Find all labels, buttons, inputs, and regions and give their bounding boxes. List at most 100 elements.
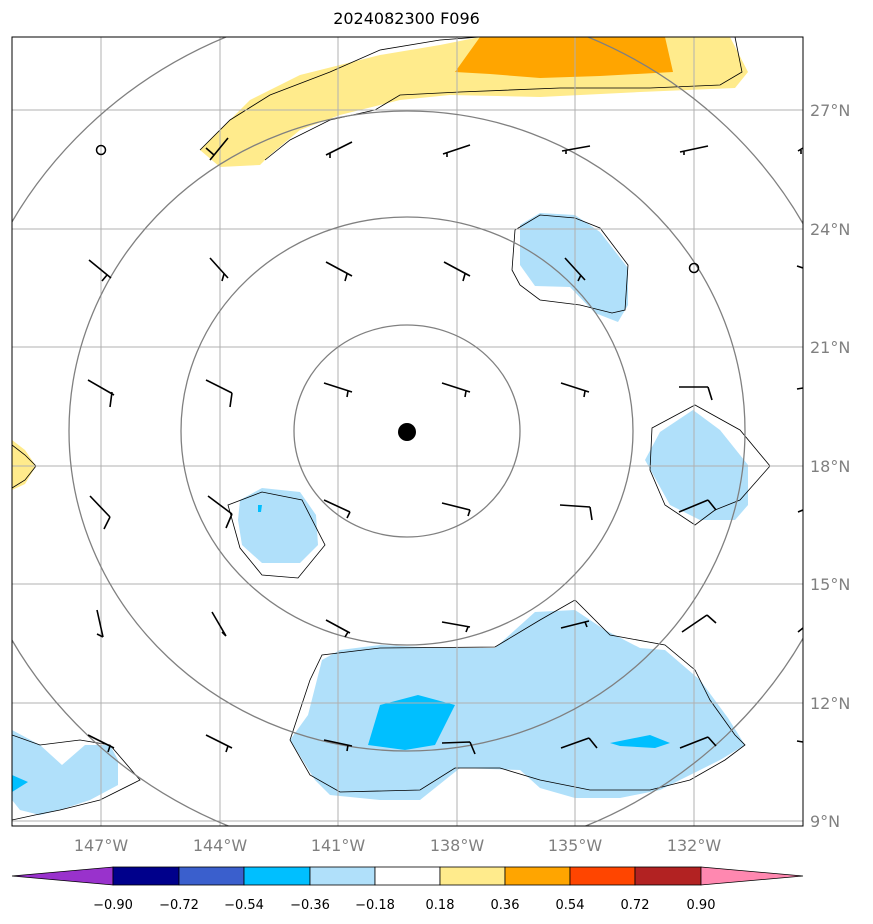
wind-barb — [679, 145, 709, 155]
plot-frame — [11, 36, 804, 827]
lat-label-21n: 21°N — [810, 338, 850, 357]
colorbar-segment — [309, 866, 376, 886]
graticule — [12, 37, 803, 826]
lat-label-9n: 9°N — [810, 812, 840, 831]
colorbar-segment — [112, 866, 180, 886]
contour-north — [199, 37, 743, 161]
wind-barb — [796, 265, 803, 269]
colorbar-segment — [504, 866, 571, 886]
wind-barb — [681, 614, 717, 633]
colorbar-tick: 0.18 — [426, 898, 455, 913]
colorbar-tick: −0.18 — [355, 898, 395, 913]
colorbar-tick: −0.54 — [224, 898, 264, 913]
contour-northeast — [511, 214, 629, 314]
wind-barbs — [87, 137, 803, 755]
colorbar-tick: 0.90 — [687, 898, 716, 913]
wind-barb — [797, 627, 803, 633]
wind-barb — [560, 737, 598, 749]
colorbar-extend-low — [11, 866, 114, 886]
wind-barb — [679, 736, 717, 749]
wind-barb — [87, 734, 115, 753]
negative-blob-southwest — [12, 730, 118, 815]
colorbar-segment — [569, 866, 636, 886]
negative-core-west — [258, 505, 262, 512]
colorbar-segment — [634, 866, 702, 886]
negative-core-southeast — [610, 735, 670, 748]
range-rings — [12, 37, 803, 826]
wind-barb — [441, 502, 471, 517]
colorbar-tick: −0.72 — [159, 898, 199, 913]
positive-west-edge — [12, 440, 36, 490]
calm-wind-marker — [688, 262, 700, 274]
wind-barb — [564, 257, 586, 282]
wind-barb — [796, 740, 803, 743]
colorbar-tick-labels: −0.90 −0.72 −0.54 −0.36 −0.18 0.18 0.36 … — [93, 898, 715, 913]
lon-label-141w: 141°W — [311, 836, 366, 855]
colorbar-segment — [178, 866, 245, 886]
range-ring-1 — [293, 324, 521, 538]
wind-barb — [441, 382, 471, 398]
wind-barb — [323, 382, 353, 398]
positive-core-north — [455, 37, 673, 78]
wind-barb — [325, 619, 351, 638]
wind-barb — [87, 379, 115, 408]
map-plot-area — [12, 37, 803, 826]
shading-positive — [12, 37, 748, 490]
colorbar-segment — [439, 866, 506, 886]
contour-southwest — [12, 734, 141, 821]
lat-label-15n: 15°N — [810, 575, 850, 594]
colorbar-tick: 0.36 — [491, 898, 520, 913]
wind-barb — [560, 620, 590, 629]
lat-label-24n: 24°N — [810, 220, 850, 239]
range-ring-3 — [68, 110, 746, 752]
wind-barb — [323, 499, 351, 519]
wind-barb — [443, 261, 471, 282]
colorbar-extend-high — [700, 866, 804, 886]
chart-title: 2024082300 F096 — [333, 9, 480, 28]
contour-east — [649, 404, 771, 526]
colorbar-tick: −0.36 — [290, 898, 330, 913]
wind-barb — [797, 147, 803, 154]
wind-barb — [442, 144, 471, 157]
wind-barb — [796, 387, 803, 390]
range-ring-2 — [180, 216, 634, 646]
wind-barb — [325, 141, 353, 158]
wind-barb — [441, 741, 476, 755]
lon-label-132w: 132°W — [667, 836, 722, 855]
colorbar-tick: 0.72 — [621, 898, 650, 913]
wind-barb — [89, 495, 111, 530]
calm-wind-marker — [95, 144, 107, 156]
longitude-labels: 147°W 144°W 141°W 138°W 135°W 132°W — [74, 836, 722, 855]
contour-west — [227, 491, 326, 579]
storm-center-marker — [398, 423, 416, 441]
contour-lines — [12, 37, 771, 821]
wind-barb — [441, 621, 471, 633]
negative-blob-west — [238, 488, 318, 563]
wind-barb — [797, 509, 803, 513]
wind-barb — [88, 259, 112, 282]
wind-barb — [211, 611, 227, 637]
lat-label-12n: 12°N — [810, 694, 850, 713]
wind-barb — [209, 257, 229, 282]
negative-blob-east — [645, 410, 748, 520]
wind-barb — [561, 145, 591, 154]
wind-barb — [205, 734, 233, 753]
lon-label-138w: 138°W — [430, 836, 485, 855]
colorbar-segment — [374, 866, 441, 886]
lon-label-147w: 147°W — [74, 836, 129, 855]
lat-label-27n: 27°N — [810, 101, 850, 120]
shading-negative — [12, 213, 748, 815]
wind-barb — [96, 609, 104, 638]
negative-band-south — [290, 610, 745, 800]
colorbar-segment — [243, 866, 311, 886]
lat-label-18n: 18°N — [810, 457, 850, 476]
wind-barb — [205, 137, 229, 161]
wind-barb — [679, 386, 713, 401]
colorbar — [11, 866, 804, 886]
wind-barb — [560, 382, 590, 398]
wind-barb — [678, 499, 717, 513]
contour-south — [289, 599, 746, 793]
negative-core-south — [368, 695, 455, 750]
colorbar-tick: 0.54 — [556, 898, 585, 913]
